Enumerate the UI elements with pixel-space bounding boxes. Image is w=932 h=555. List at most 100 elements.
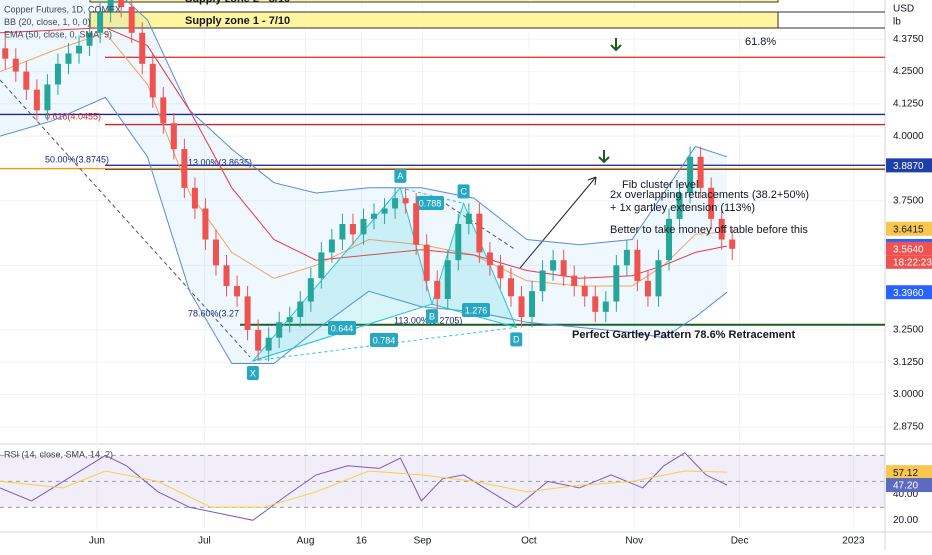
level-label: 61.8% (745, 36, 776, 48)
candle-body (371, 213, 378, 219)
arrow (519, 176, 597, 269)
annotation: 2x overlapping retracements (38.2+50%) (610, 189, 809, 201)
y-tick-label: 2.8750 (893, 421, 924, 432)
candle-body (613, 265, 620, 302)
pattern-point-label: B (429, 311, 435, 321)
y-tick-label: 4.1250 (893, 99, 924, 110)
candle-body (676, 193, 683, 219)
candle-body (118, 0, 125, 7)
candle-body (666, 218, 673, 261)
candle-body (360, 218, 367, 235)
candle-body (623, 249, 630, 266)
candle-body (12, 58, 19, 72)
supply-zone (89, 11, 779, 29)
candle-body (550, 260, 557, 271)
candle-body (349, 224, 356, 235)
price-badge (886, 221, 932, 236)
price-badge-label: 3.8870 (893, 161, 924, 172)
x-tick-label: Sep (414, 536, 432, 547)
y-tick-label: 3.1250 (893, 357, 924, 368)
candle-body (128, 6, 135, 33)
candle-body (644, 280, 651, 297)
indicator-line (0, 27, 728, 279)
rsi-tick-label: 20.00 (893, 515, 918, 526)
candle-body (455, 224, 462, 261)
rsi-badge-label: 57.12 (893, 468, 918, 479)
legend-entry: EMA (50, close, 0, SMA, 9) (4, 29, 112, 39)
annotation: Perfect Gartley Pattern 78.6% Retracemen… (572, 329, 795, 341)
candle-body (518, 296, 525, 318)
candle-body (729, 239, 736, 249)
candle-body (297, 301, 304, 318)
ratio-box (416, 196, 444, 210)
indicator-line (125, 0, 728, 246)
candle-body (265, 337, 272, 351)
price-badge-label: 3.3960 (893, 288, 924, 299)
y-tick-label: 4.3750 (893, 34, 924, 45)
rsi-badge-label: 47.20 (893, 481, 918, 492)
candle-body (634, 249, 641, 281)
rsi-title: RSI (14, close, SMA, 14, 2) (4, 449, 113, 459)
legend-entry: Copper Futures, 1D, COMEX (4, 4, 121, 14)
supply-zone (89, 0, 779, 3)
candle-body (592, 296, 599, 312)
arrow-head (587, 176, 597, 186)
candle-body (54, 63, 61, 85)
price-badge-label: 3.5640 (893, 244, 924, 255)
y-tick-label: 3.2500 (893, 325, 924, 336)
candle-body (44, 84, 51, 111)
pattern-ratio-line (400, 187, 464, 204)
rsi-line (0, 470, 728, 508)
candle-body (107, 0, 114, 13)
candle-body (202, 208, 209, 240)
candle-body (97, 12, 104, 33)
price-badge (886, 241, 932, 256)
x-tick-label: 2023 (842, 536, 865, 547)
rsi-tick-label: 40.00 (893, 489, 918, 500)
currency: USD (893, 4, 914, 15)
x-tick-label: Jun (89, 536, 105, 547)
candle-body (86, 32, 93, 46)
candle-body (539, 270, 546, 292)
countdown-badge (886, 255, 932, 269)
candle-body (149, 63, 156, 98)
countdown: 18:22:23 (893, 257, 932, 268)
candle-body (23, 71, 30, 90)
pattern-ratio-line (252, 303, 433, 362)
x-tick-label: Oct (521, 536, 537, 547)
candle-body (434, 280, 441, 299)
y-tick-label: 4.2500 (893, 66, 924, 77)
supply-zone-label: Supply zone 2 - 8/10 (185, 0, 290, 5)
pattern-point (457, 184, 470, 199)
level-label: 78.60%(3.27 (188, 308, 239, 318)
rsi-badge (886, 465, 932, 480)
down-arrow (610, 38, 622, 52)
x-tick-label: 16 (356, 536, 368, 547)
candle-body (318, 252, 325, 279)
candle-body (65, 53, 72, 64)
candle-body (655, 260, 662, 297)
pattern-point-label: X (250, 368, 256, 378)
x-tick-label: Jul (198, 536, 211, 547)
candle-body (181, 149, 188, 188)
trendline (0, 79, 251, 358)
candle-body (529, 291, 536, 318)
y-tick-label: 3.7500 (893, 195, 924, 206)
candle-body (402, 198, 409, 204)
candle-body (212, 239, 219, 266)
candle-body (2, 48, 9, 59)
candle-body (718, 218, 725, 240)
indicator-line (0, 32, 728, 287)
candle-body (486, 252, 493, 266)
candle-body (223, 265, 230, 287)
down-arrow (598, 150, 610, 164)
ratio-label: 0.784 (373, 335, 396, 345)
candle-body (339, 224, 346, 240)
candle-body (234, 286, 241, 297)
x-tick-label: Aug (297, 536, 315, 547)
unit: lb (893, 17, 901, 28)
candle-body (571, 275, 578, 287)
ratio-label: 1.276 (465, 305, 488, 315)
